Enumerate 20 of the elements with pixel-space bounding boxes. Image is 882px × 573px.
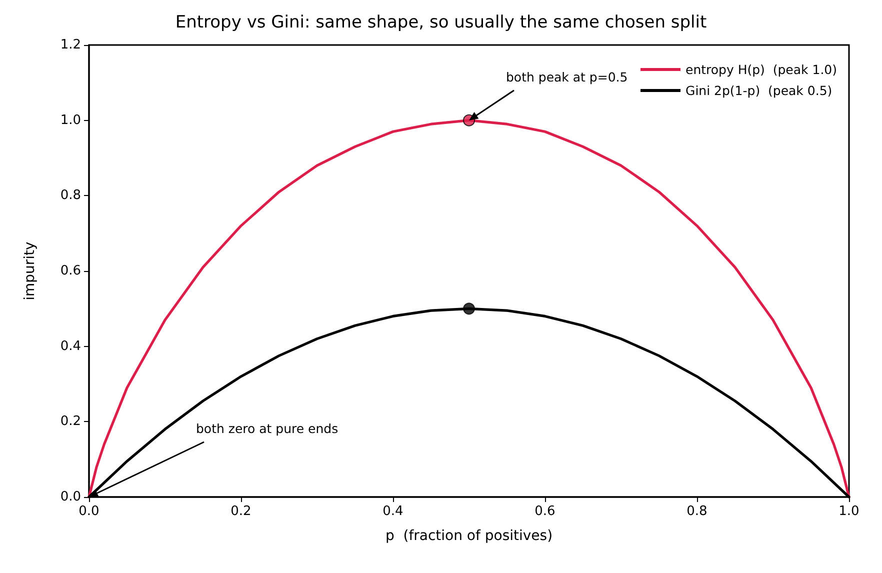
y-tick-label: 0.8 — [60, 188, 81, 204]
annotation: both peak at p=0.5 — [506, 69, 628, 84]
x-axis-title: p (fraction of positives) — [385, 528, 553, 544]
x-tick-label: 0.4 — [382, 504, 404, 519]
legend-label: entropy H(p) (peak 1.0) — [686, 62, 838, 77]
x-tick-label: 1.0 — [838, 504, 860, 519]
y-tick-label: 1.2 — [60, 38, 81, 52]
annotation: both zero at pure ends — [196, 421, 338, 436]
x-tick-label: 0.0 — [78, 504, 100, 519]
y-axis-title: impurity — [22, 242, 38, 300]
legend-label: Gini 2p(1-p) (peak 0.5) — [686, 83, 832, 98]
x-tick-label: 0.2 — [230, 504, 252, 519]
y-tick-label: 0.6 — [60, 264, 81, 278]
x-tick-label: 0.6 — [534, 504, 556, 519]
y-tick-label: 1.0 — [60, 112, 81, 128]
y-tick-label: 0.0 — [60, 490, 81, 504]
x-tick-label: 0.8 — [686, 504, 708, 519]
y-tick-label: 0.4 — [60, 338, 81, 354]
y-tick-label: 0.2 — [60, 414, 81, 430]
chart-title: Entropy vs Gini: same shape, so usually the same chosen split — [175, 12, 707, 32]
